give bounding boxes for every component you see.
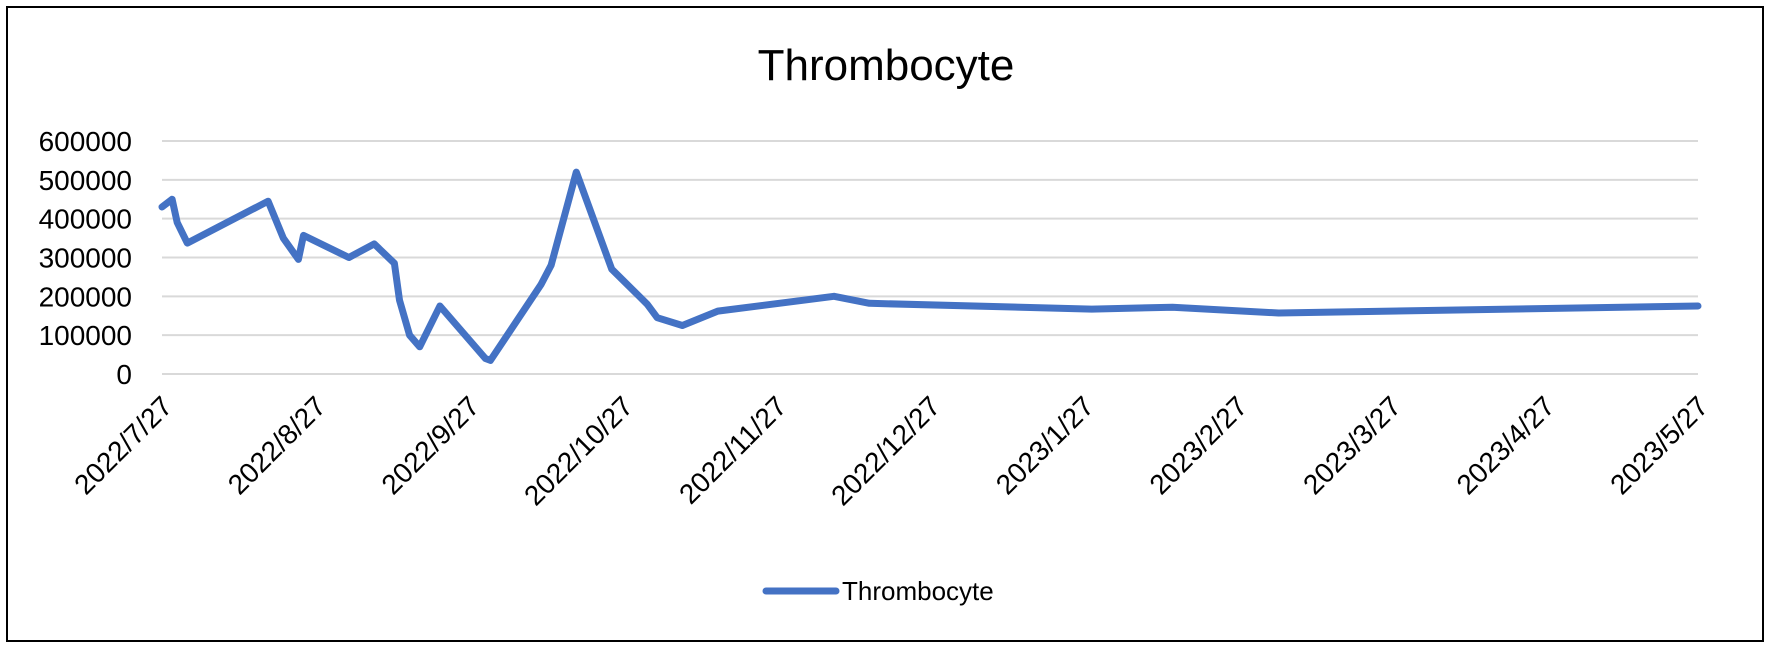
x-tick-label: 2022/7/27 [68, 390, 178, 500]
y-tick-label: 600000 [39, 126, 132, 157]
y-tick-label: 500000 [39, 165, 132, 196]
x-tick-label: 2022/10/27 [518, 390, 639, 511]
x-tick-label: 2023/1/27 [990, 390, 1100, 500]
y-axis-ticks: 0 100000 200000 300000 400000 500000 600000 [39, 126, 132, 390]
x-tick-label: 2022/11/27 [673, 390, 793, 510]
x-tick-label: 2023/5/27 [1604, 390, 1714, 500]
legend: Thrombocyte [762, 576, 994, 606]
x-tick-label: 2023/2/27 [1143, 390, 1253, 500]
x-tick-label: 2023/3/27 [1297, 390, 1407, 500]
chart-title: Thrombocyte [758, 41, 1015, 90]
series-line-thrombocyte [158, 168, 1702, 364]
x-tick-label: 2022/8/27 [222, 390, 332, 500]
x-axis-ticks: 2022/7/27 2022/8/27 2022/9/27 2022/10/27 202… [68, 390, 1714, 511]
x-tick-label: 2022/9/27 [375, 390, 485, 500]
y-tick-label: 0 [116, 359, 132, 390]
legend-label: Thrombocyte [842, 576, 994, 606]
gridlines [162, 140, 1698, 375]
y-tick-label: 400000 [39, 204, 132, 235]
x-tick-label: 2022/12/27 [825, 390, 946, 511]
y-tick-label: 300000 [39, 243, 132, 274]
x-tick-label: 2023/4/27 [1451, 390, 1561, 500]
y-tick-label: 200000 [39, 281, 132, 312]
y-tick-label: 100000 [39, 320, 132, 351]
chart-frame [6, 6, 1764, 642]
